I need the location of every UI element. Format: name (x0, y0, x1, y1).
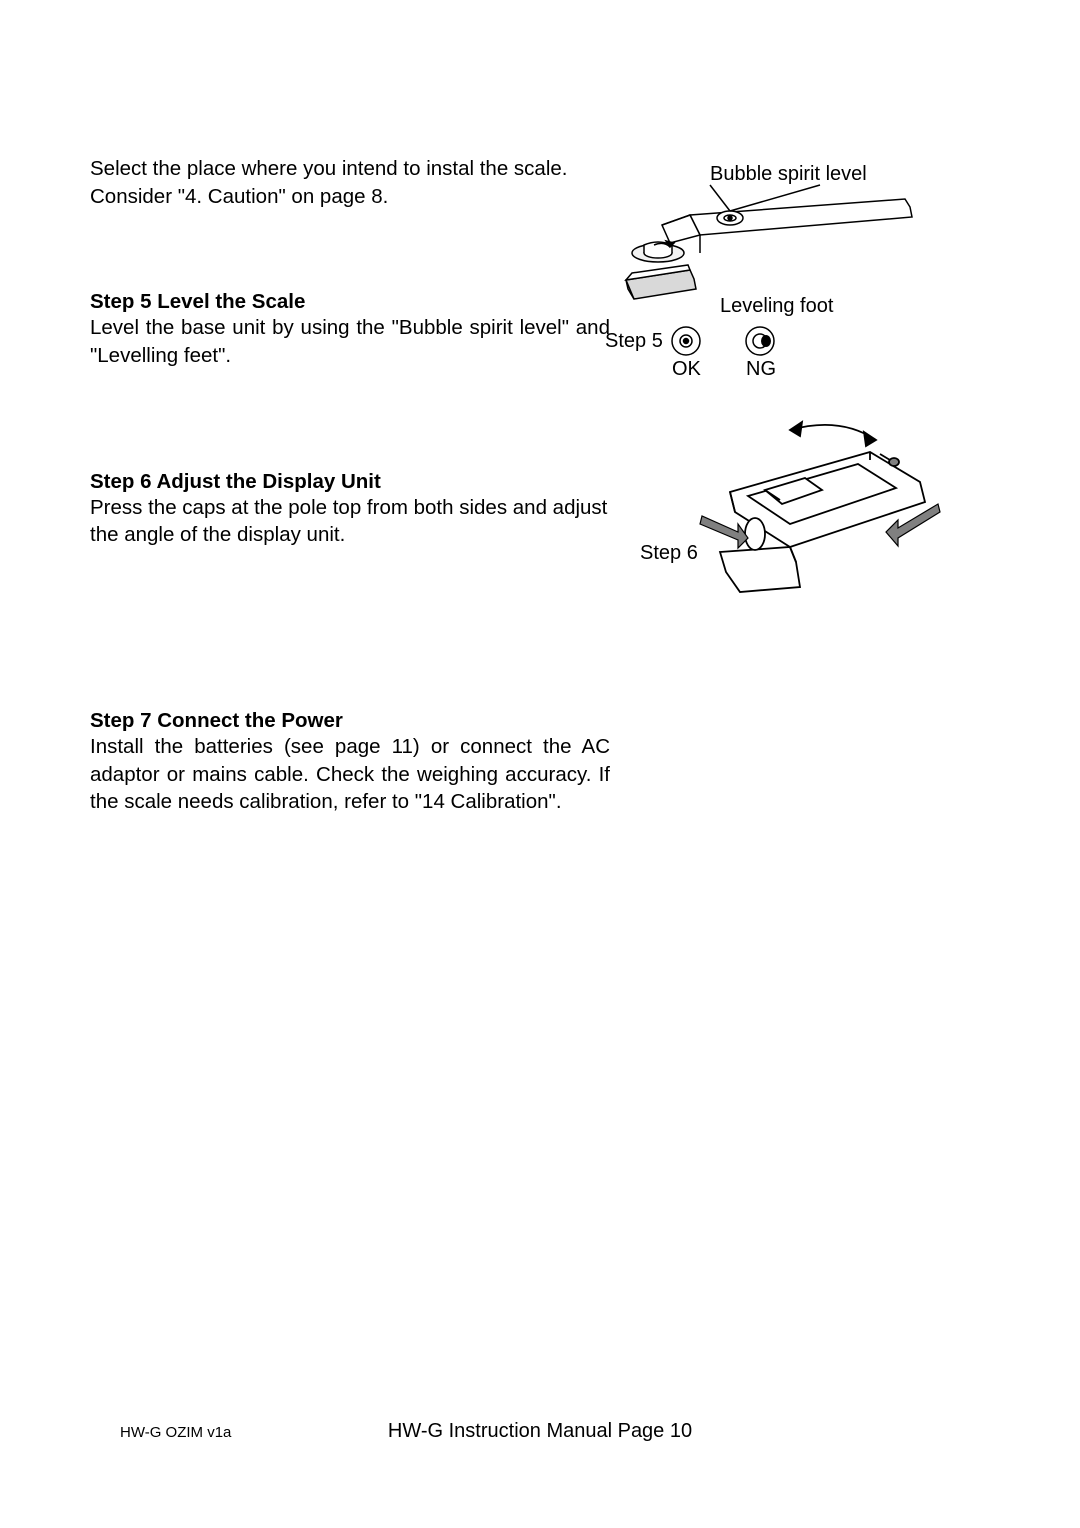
intro-paragraph: Select the place where you intend to ins… (90, 155, 610, 210)
display-adjust-icon (640, 412, 970, 612)
step7-block: Step 7 Connect the Power Install the bat… (90, 709, 990, 816)
step7-body: Install the batteries (see page 11) or c… (90, 733, 610, 816)
figure-leveling: Bubble spirit level Leveling foot Step 5… (600, 155, 1000, 395)
document-page: Select the place where you intend to ins… (0, 0, 1080, 1528)
step7-title: Step 7 Connect the Power (90, 709, 990, 733)
footer-center: HW-G Instruction Manual Page 10 (388, 1420, 692, 1443)
figure-display-adjust: Step 6 (640, 412, 970, 612)
page-footer: HW-G OZIM v1a HW-G Instruction Manual Pa… (0, 1420, 1080, 1443)
intro-line2: Consider "4. Caution" on page 8. (90, 185, 388, 208)
intro-line1: Select the place where you intend to ins… (90, 157, 568, 180)
leveling-diagram-icon (600, 155, 1000, 395)
step6-body: Press the caps at the pole top from both… (90, 494, 610, 549)
footer-left: HW-G OZIM v1a (120, 1424, 231, 1441)
step5-body: Level the base unit by using the "Bubble… (90, 314, 610, 369)
